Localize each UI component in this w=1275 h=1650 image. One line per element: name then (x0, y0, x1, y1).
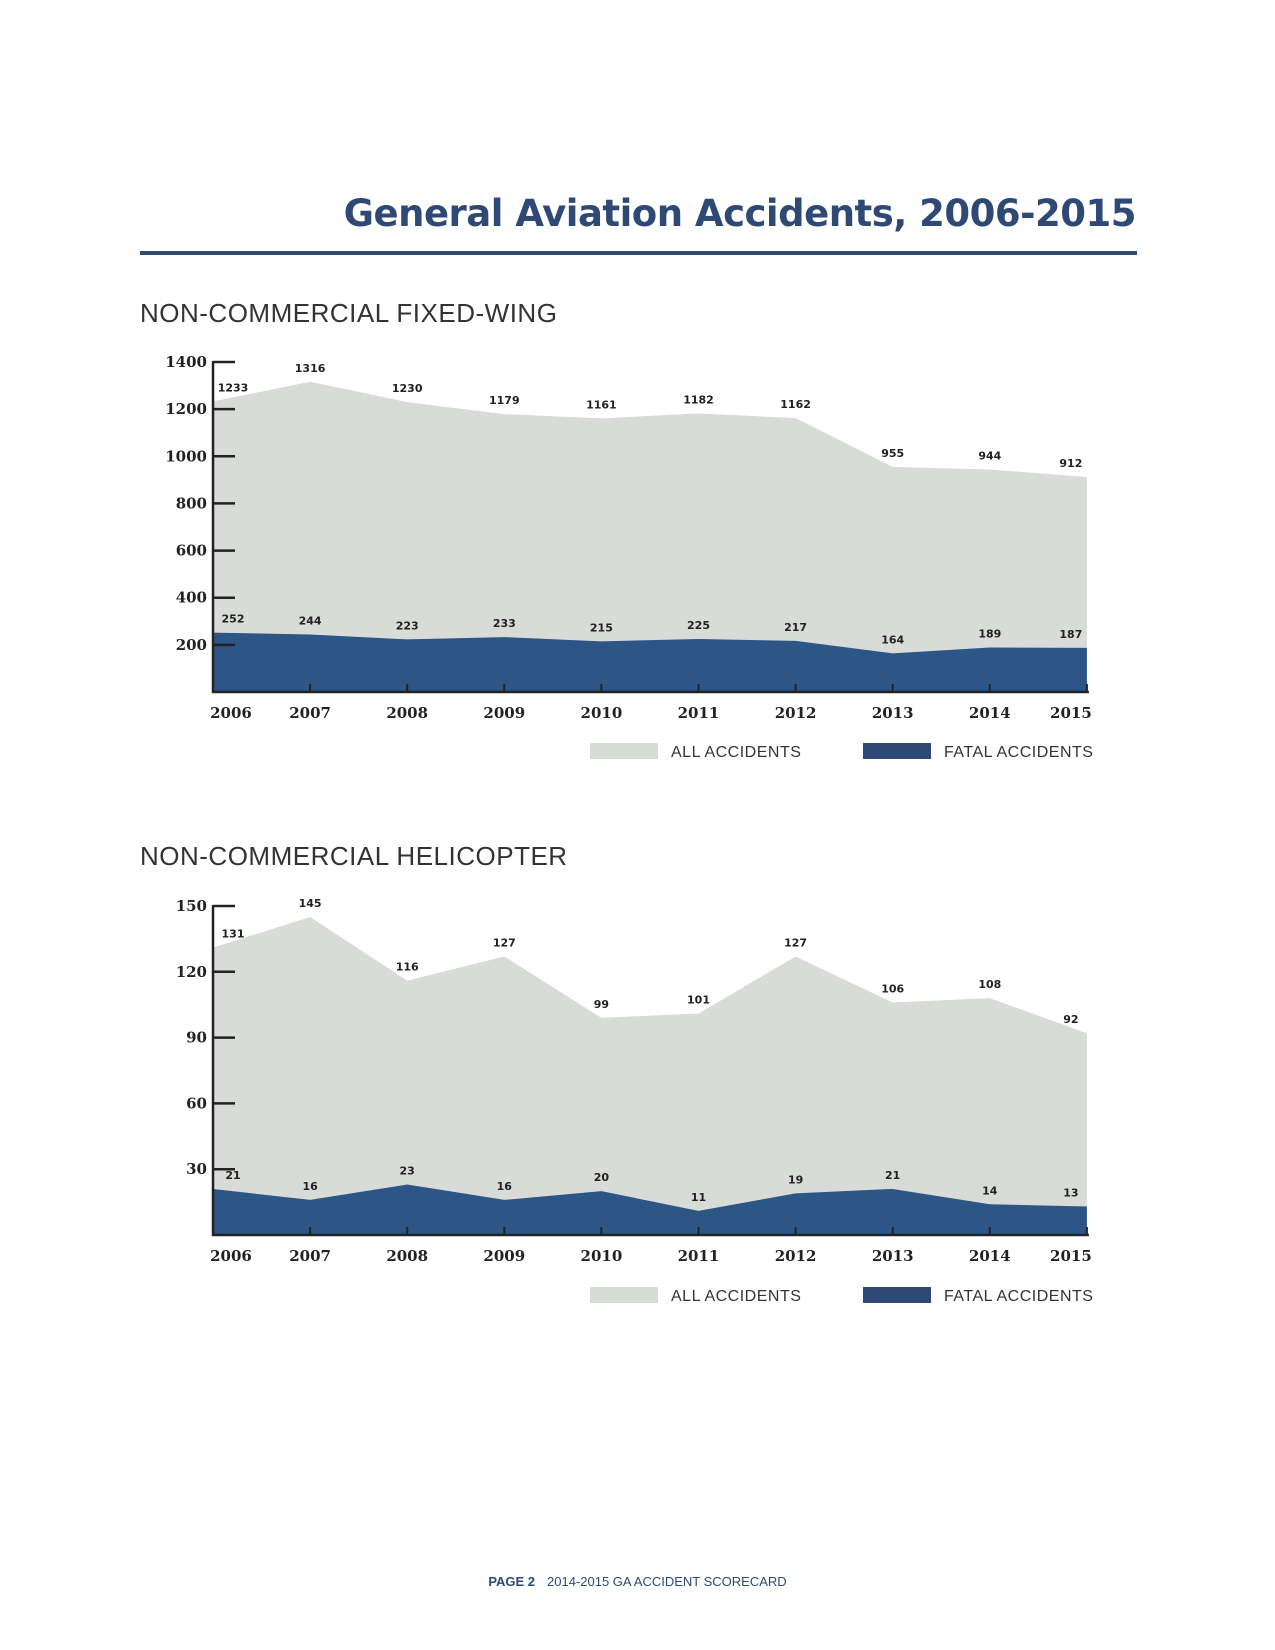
y-tick-label: 120 (176, 963, 207, 981)
y-tick-label: 800 (176, 494, 207, 512)
fatal-data-label: 217 (784, 621, 807, 634)
y-tick-label: 1000 (165, 447, 207, 465)
x-tick-label: 2007 (289, 704, 331, 722)
x-tick-label: 2014 (969, 704, 1011, 722)
footer-text: 2014-2015 GA ACCIDENT SCORECARD (547, 1574, 787, 1589)
x-tick-label: 2008 (386, 1247, 428, 1265)
all-data-label: 127 (493, 936, 516, 949)
y-tick-label: 150 (176, 897, 207, 915)
x-tick-label: 2015 (1050, 704, 1092, 722)
x-tick-label: 2010 (581, 1247, 623, 1265)
x-tick-label: 2013 (872, 704, 914, 722)
fatal-accidents-area (213, 632, 1087, 692)
y-tick-label: 200 (176, 636, 207, 654)
all-data-label: 1233 (218, 381, 249, 394)
legend-swatch-fatal (863, 743, 931, 759)
legend-label-all: ALL ACCIDENTS (671, 1288, 801, 1305)
all-data-label: 101 (687, 993, 710, 1006)
all-data-label: 1161 (586, 398, 617, 411)
x-tick-label: 2015 (1050, 1247, 1092, 1265)
x-tick-label: 2007 (289, 1247, 331, 1265)
chart-title-helicopter: NON-COMMERCIAL HELICOPTER (140, 841, 568, 871)
x-tick-label: 2011 (678, 704, 720, 722)
all-data-label: 92 (1063, 1013, 1078, 1026)
fatal-data-label: 233 (493, 617, 516, 630)
all-data-label: 116 (396, 961, 419, 974)
fatal-data-label: 223 (396, 619, 419, 632)
page-title: General Aviation Accidents, 2006-2015 (343, 192, 1137, 235)
title-divider (140, 251, 1137, 255)
all-data-label: 131 (222, 928, 245, 941)
x-tick-label: 2006 (210, 1247, 252, 1265)
all-data-label: 108 (978, 978, 1001, 991)
y-tick-label: 90 (186, 1029, 207, 1047)
x-tick-label: 2012 (775, 1247, 817, 1265)
fatal-data-label: 21 (225, 1169, 240, 1182)
fatal-data-label: 13 (1063, 1186, 1078, 1199)
all-accidents-area (213, 381, 1087, 692)
fatal-data-label: 23 (400, 1165, 415, 1178)
legend-swatch-all (590, 1287, 658, 1303)
x-tick-label: 2009 (483, 1247, 525, 1265)
legend-label-fatal: FATAL ACCIDENTS (944, 744, 1093, 761)
fatal-data-label: 20 (594, 1171, 610, 1184)
fatal-data-label: 225 (687, 619, 710, 632)
x-tick-label: 2006 (210, 704, 252, 722)
fixed-wing-chart: 1233 1316 1230 1179 1161 1182 1162 955 944 912 252… (165, 353, 1093, 761)
fatal-data-label: 187 (1059, 628, 1082, 641)
all-data-label: 1162 (780, 398, 811, 411)
fatal-data-label: 164 (881, 633, 904, 646)
chart-title-fixed-wing: NON-COMMERCIAL FIXED-WING (140, 298, 558, 328)
y-tick-label: 1400 (165, 353, 207, 371)
fatal-data-label: 189 (978, 627, 1001, 640)
x-tick-label: 2011 (678, 1247, 720, 1265)
fatal-data-label: 244 (299, 614, 322, 627)
legend-swatch-all (590, 743, 658, 759)
x-tick-label: 2010 (581, 704, 623, 722)
all-data-label: 912 (1059, 457, 1082, 470)
y-tick-label: 600 (176, 542, 207, 560)
legend-label-all: ALL ACCIDENTS (671, 744, 801, 761)
x-tick-label: 2014 (969, 1247, 1011, 1265)
y-tick-label: 400 (176, 589, 207, 607)
all-data-label: 944 (978, 449, 1001, 462)
all-data-label: 145 (299, 897, 322, 910)
legend-swatch-fatal (863, 1287, 931, 1303)
all-data-label: 1179 (489, 394, 520, 407)
fatal-data-label: 19 (788, 1173, 803, 1186)
fatal-data-label: 215 (590, 621, 613, 634)
all-data-label: 99 (594, 998, 609, 1011)
fatal-data-label: 16 (302, 1180, 318, 1193)
x-tick-label: 2013 (872, 1247, 914, 1265)
fatal-accidents-area (213, 1184, 1087, 1235)
y-tick-label: 1200 (165, 400, 207, 418)
all-data-label: 1316 (295, 362, 326, 375)
fatal-data-label: 252 (222, 613, 245, 626)
x-tick-label: 2012 (775, 704, 817, 722)
all-data-label: 955 (881, 447, 904, 460)
all-data-label: 106 (881, 983, 904, 996)
fatal-data-label: 16 (497, 1180, 513, 1193)
legend-label-fatal: FATAL ACCIDENTS (944, 1288, 1093, 1305)
y-tick-label: 60 (186, 1094, 207, 1112)
fatal-data-label: 14 (982, 1184, 998, 1197)
footer: PAGE 2 2014-2015 GA ACCIDENT SCORECARD (0, 1574, 1275, 1589)
fatal-data-label: 11 (691, 1191, 706, 1204)
y-tick-label: 30 (186, 1160, 207, 1178)
page-number: PAGE 2 (488, 1574, 536, 1589)
all-accidents-area (213, 916, 1087, 1235)
fatal-data-label: 21 (885, 1169, 900, 1182)
all-data-label: 1230 (392, 382, 423, 395)
all-data-label: 127 (784, 936, 807, 949)
x-tick-label: 2009 (483, 704, 525, 722)
x-tick-label: 2008 (386, 704, 428, 722)
all-data-label: 1182 (683, 393, 714, 406)
